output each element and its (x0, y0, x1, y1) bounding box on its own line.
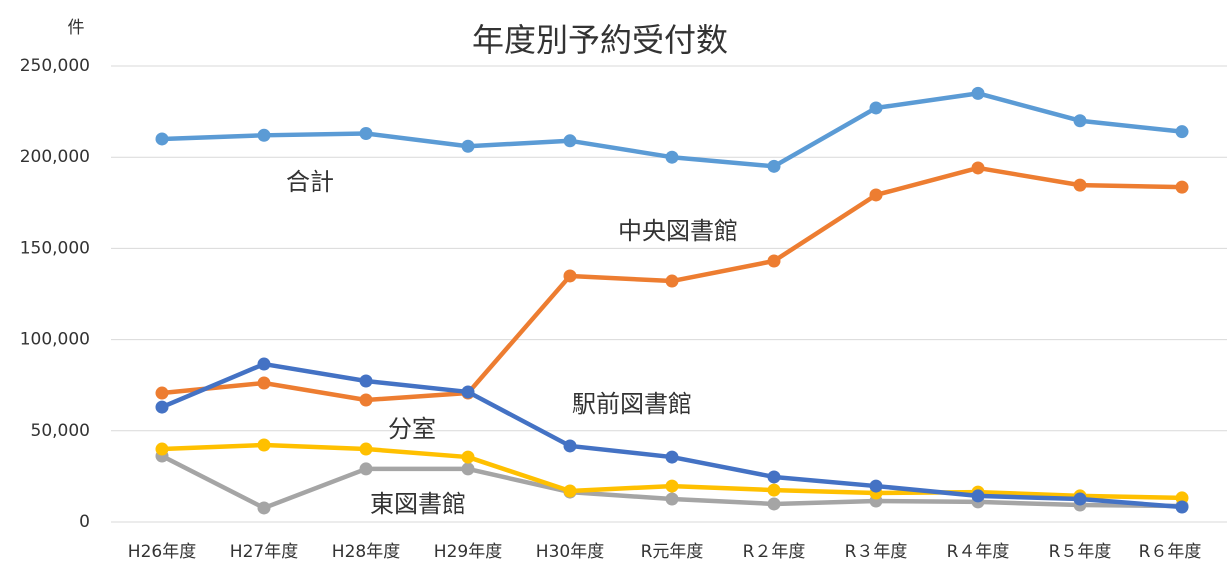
point (257, 438, 271, 452)
point (665, 492, 679, 506)
point (155, 132, 169, 146)
point (1073, 114, 1087, 128)
point (1175, 125, 1189, 139)
point (665, 450, 679, 464)
point (257, 501, 271, 515)
point (461, 450, 475, 464)
point (155, 400, 169, 414)
point (665, 274, 679, 288)
point (155, 386, 169, 400)
point (359, 393, 373, 407)
x-tick-label: R３年度 (845, 542, 908, 562)
x-tick-label: R元年度 (641, 542, 704, 562)
point (257, 357, 271, 371)
point (461, 139, 475, 153)
x-tick-label: R５年度 (1049, 542, 1112, 562)
y-tick-label: 100,000 (20, 330, 90, 350)
x-tick-label: R４年度 (947, 542, 1010, 562)
series-label: 分室 (388, 415, 436, 443)
y-tick-label: 50,000 (31, 421, 90, 441)
point (665, 479, 679, 493)
point (1175, 180, 1189, 194)
series-label: 中央図書館 (618, 217, 738, 245)
point (665, 150, 679, 164)
x-tick-label: H28年度 (332, 542, 400, 562)
point (1175, 491, 1189, 505)
x-tick-label: H27年度 (230, 542, 298, 562)
point (1073, 178, 1087, 192)
x-tick-label: H30年度 (536, 542, 604, 562)
point (461, 462, 475, 476)
point (563, 439, 577, 453)
point (563, 269, 577, 283)
y-unit: 件 (68, 18, 85, 38)
point (359, 462, 373, 476)
point (971, 86, 985, 100)
point (767, 470, 781, 484)
x-tick-label: R６年度 (1139, 542, 1202, 562)
y-tick-label: 0 (79, 512, 90, 532)
series-label: 合計 (286, 168, 334, 196)
point (1073, 492, 1087, 506)
x-tick-label: H29年度 (434, 542, 502, 562)
series-label: 東図書館 (370, 490, 466, 518)
point (461, 385, 475, 399)
point (767, 497, 781, 511)
point (767, 254, 781, 268)
point (1175, 500, 1189, 514)
point (767, 483, 781, 497)
point (971, 489, 985, 503)
y-tick-label: 250,000 (20, 56, 90, 76)
point (155, 442, 169, 456)
point (359, 374, 373, 388)
point (563, 484, 577, 498)
point (359, 442, 373, 456)
point (869, 479, 883, 493)
chart-title: 年度別予約受付数 (472, 21, 728, 59)
point (869, 188, 883, 202)
point (767, 159, 781, 173)
point (869, 101, 883, 115)
point (359, 126, 373, 140)
series-label: 駅前図書館 (572, 390, 692, 418)
point (257, 376, 271, 390)
x-tick-label: R２年度 (743, 542, 806, 562)
y-tick-label: 150,000 (20, 238, 90, 258)
x-tick-label: H26年度 (128, 542, 196, 562)
point (257, 128, 271, 142)
point (563, 134, 577, 148)
y-tick-label: 200,000 (20, 147, 90, 167)
point (971, 161, 985, 175)
